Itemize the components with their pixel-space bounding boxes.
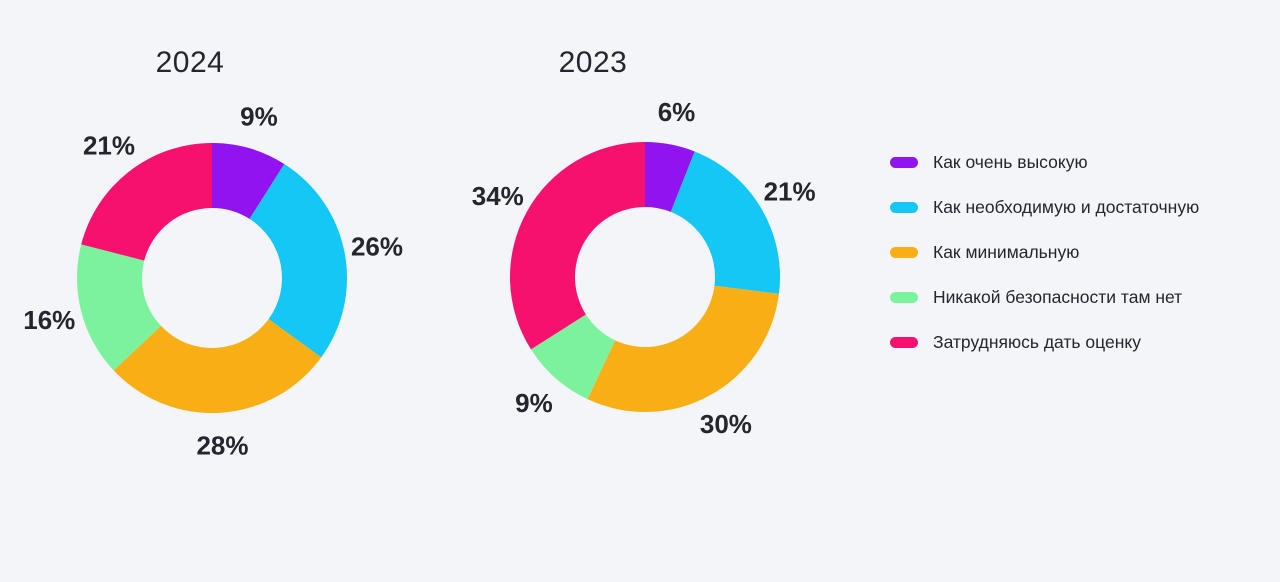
legend-item-1: Как необходимую и достаточную [890, 197, 1199, 218]
slice-label-2023-3: 9% [515, 388, 553, 418]
legend-item-4: Затрудняюсь дать оценку [890, 332, 1199, 353]
legend-item-label: Как очень высокую [933, 152, 1088, 172]
donut-chart-2023: 6% 21% 30% 9% 34% [445, 77, 845, 477]
legend-item-0: Как очень высокую [890, 152, 1199, 173]
pie-slice-2023-2 [587, 285, 779, 413]
slice-label-2023-4: 34% [472, 181, 524, 211]
slice-label-2023-2: 30% [700, 409, 752, 439]
legend-swatch-icon [890, 292, 918, 303]
pie-slice-2024-4 [81, 143, 213, 261]
slice-label-2024-4: 21% [83, 130, 135, 160]
donut-svg-2024: 9% 26% 28% 16% 21% [23, 102, 403, 461]
legend: Как очень высокую Как необходимую и доста… [890, 152, 1199, 377]
slice-label-2024-3: 16% [23, 305, 75, 335]
legend-swatch-icon [890, 247, 918, 258]
chart-title-2024: 2024 [155, 46, 225, 79]
donut-chart-2024: 9% 26% 28% 16% 21% [12, 78, 412, 478]
pie-slice-2023-1 [670, 151, 781, 294]
slice-label-2024-2: 28% [196, 431, 248, 461]
legend-item-label: Затрудняюсь дать оценку [933, 332, 1141, 352]
legend-swatch-icon [890, 202, 918, 213]
pie-slice-2023-3 [531, 314, 616, 400]
pie-slice-2024-2 [113, 319, 322, 413]
slice-label-2024-0: 9% [240, 102, 278, 132]
slice-label-2024-1: 26% [351, 232, 403, 262]
pie-slice-2023-0 [645, 142, 695, 212]
legend-item-2: Как минимальную [890, 242, 1199, 263]
legend-item-3: Никакой безопасности там нет [890, 287, 1199, 308]
donut-svg-2023: 6% 21% 30% 9% 34% [472, 97, 816, 439]
legend-item-label: Как необходимую и достаточную [933, 197, 1200, 217]
legend-item-label: Как минимальную [933, 242, 1080, 262]
pie-slice-2024-0 [212, 143, 285, 219]
pie-slice-2024-1 [249, 164, 348, 358]
slice-label-2023-0: 6% [658, 97, 696, 127]
pie-slice-2024-3 [77, 244, 161, 371]
pie-slice-2023-4 [510, 142, 645, 350]
chart-title-2023: 2023 [558, 46, 628, 79]
legend-swatch-icon [890, 157, 918, 168]
legend-item-label: Никакой безопасности там нет [933, 287, 1183, 307]
legend-swatch-icon [890, 337, 918, 348]
slice-label-2023-1: 21% [764, 177, 816, 207]
